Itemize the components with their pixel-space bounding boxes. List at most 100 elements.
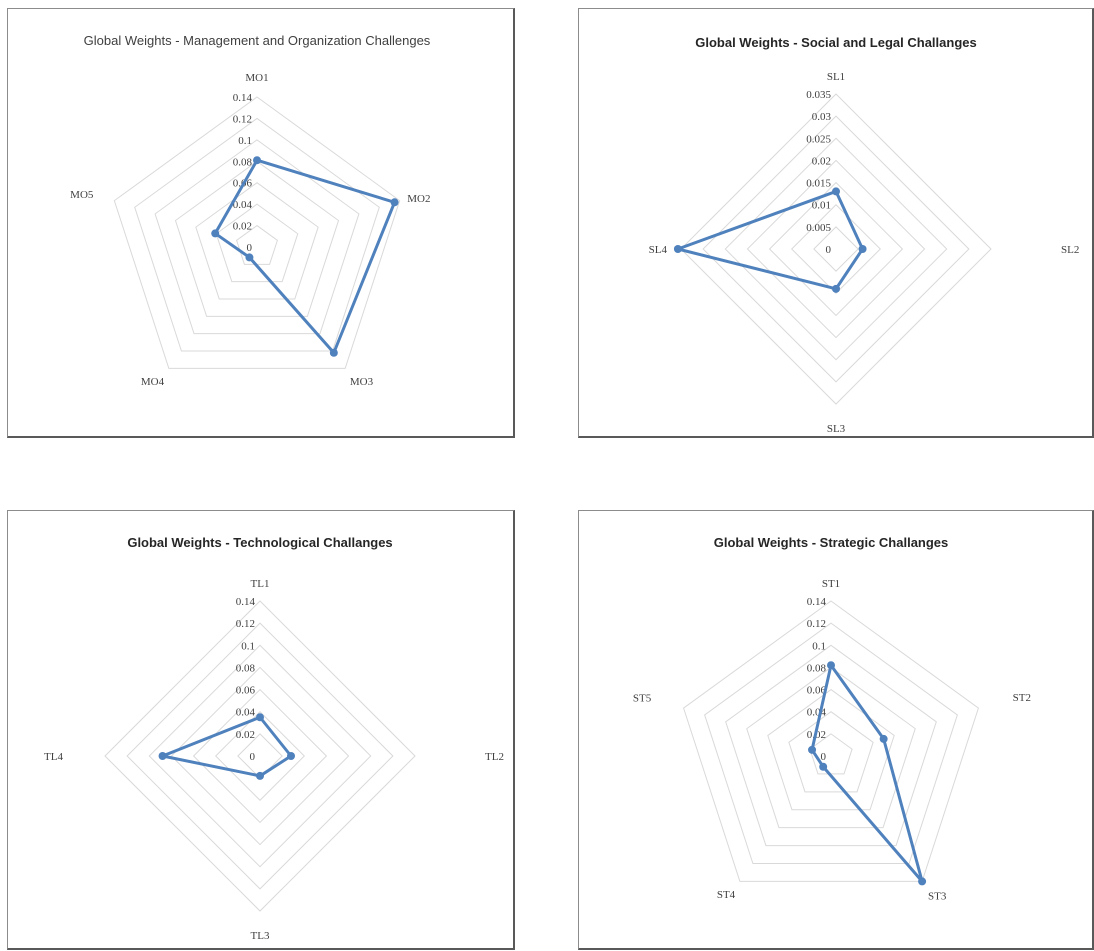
grid-ring <box>215 711 305 801</box>
category-label: SL4 <box>649 244 668 256</box>
radar-grid <box>104 600 416 912</box>
data-point <box>158 752 167 760</box>
grid-ring <box>682 600 980 882</box>
data-point <box>390 198 399 207</box>
grid-ring <box>170 666 350 846</box>
grid-ring <box>746 159 926 339</box>
grid-ring <box>126 622 394 890</box>
grid-ring <box>680 93 992 405</box>
tick-label: 0.02 <box>236 729 255 741</box>
data-point <box>827 661 835 670</box>
chart-panel-social-legal: Global Weights - Social and Legal Challa… <box>578 8 1094 438</box>
chart-title: Global Weights - Technological Challange… <box>127 535 392 550</box>
data-point <box>673 245 682 253</box>
category-label: ST1 <box>822 578 840 590</box>
tick-label: 0 <box>247 242 253 254</box>
grid-ring <box>104 600 416 912</box>
grid-ring <box>195 182 319 300</box>
data-point <box>879 734 888 743</box>
data-point <box>808 745 817 754</box>
tick-label: 0.08 <box>236 662 256 674</box>
radar-chart-technological: Global Weights - Technological Challange… <box>44 535 504 942</box>
tick-label: 0.1 <box>812 640 826 652</box>
grid-ring <box>148 644 372 868</box>
radar-chart-social-legal: Global Weights - Social and Legal Challa… <box>649 35 1080 435</box>
series-line <box>213 158 397 355</box>
grid-ring <box>725 644 937 847</box>
grid-ring <box>768 181 904 317</box>
grid-ring <box>174 160 340 317</box>
series-line <box>810 663 924 883</box>
data-point <box>819 762 828 771</box>
data-point <box>256 771 264 780</box>
tick-label: 0.14 <box>807 596 827 608</box>
chart-panel-strategic: Global Weights - Strategic Challanges 0 0.… <box>578 510 1094 950</box>
category-label: ST3 <box>928 890 947 902</box>
category-label: SL3 <box>827 423 846 435</box>
radar-grid <box>682 600 980 882</box>
grid-ring <box>215 203 299 283</box>
tick-label: 0.04 <box>236 707 256 719</box>
tick-label: 0.14 <box>236 596 256 608</box>
grid-ring <box>702 115 970 383</box>
grid-ring <box>154 139 360 335</box>
data-point <box>256 713 264 722</box>
tick-label: 0.025 <box>806 133 831 145</box>
tick-label: 0.035 <box>806 89 831 101</box>
category-label: MO5 <box>70 189 94 201</box>
data-point <box>858 245 867 253</box>
tick-label: 0 <box>826 244 832 256</box>
data-point <box>253 156 261 165</box>
radar-grid <box>680 93 992 405</box>
category-label: MO4 <box>141 376 165 388</box>
tick-label: 0.06 <box>236 685 256 697</box>
tick-label: 0.08 <box>807 662 827 674</box>
category-label: TL3 <box>251 930 270 942</box>
grid-ring <box>192 688 328 824</box>
grid-ring <box>113 96 401 369</box>
chart-title: Global Weights - Strategic Challanges <box>714 535 949 550</box>
category-label: TL1 <box>251 578 270 590</box>
radar-chart-management: Global Weights - Management and Organiza… <box>70 33 431 388</box>
data-point <box>287 752 295 760</box>
data-point <box>329 348 338 357</box>
radar-chart-strategic: Global Weights - Strategic Challanges 0 0.… <box>633 535 1031 902</box>
data-point <box>918 877 927 886</box>
tick-label: 0.12 <box>233 113 252 125</box>
category-label: SL2 <box>1061 244 1079 256</box>
tick-label: 0.005 <box>806 222 831 234</box>
tick-label: 0.02 <box>233 221 252 233</box>
radar-grid <box>113 96 401 369</box>
tick-label: 0.14 <box>233 92 253 104</box>
tick-label: 0.12 <box>236 618 255 630</box>
category-label: SL1 <box>827 71 845 83</box>
category-label: MO2 <box>407 193 430 205</box>
category-label: MO1 <box>245 72 268 84</box>
grid-ring <box>791 204 881 294</box>
tick-label: 0.04 <box>233 199 253 211</box>
chart-title: Global Weights - Management and Organiza… <box>84 33 431 48</box>
data-point <box>211 229 220 238</box>
tick-label: 0.1 <box>238 135 252 147</box>
tick-label: 0.08 <box>233 156 253 168</box>
tick-label: 0.06 <box>807 685 827 697</box>
grid-ring <box>746 666 916 829</box>
category-label: TL4 <box>44 751 63 763</box>
grid-ring <box>788 711 874 793</box>
tick-label: 0.03 <box>812 111 832 123</box>
tick-label: 0.1 <box>241 640 255 652</box>
tick-label: 0.02 <box>812 155 831 167</box>
data-point <box>832 284 840 293</box>
category-label: ST4 <box>717 889 736 901</box>
grid-ring <box>813 226 859 272</box>
grid-ring <box>724 137 948 361</box>
chart-title: Global Weights - Social and Legal Challa… <box>695 35 976 50</box>
data-point <box>832 187 840 196</box>
chart-panel-management: Global Weights - Management and Organiza… <box>7 8 515 438</box>
category-label: ST5 <box>633 693 652 705</box>
tick-label: 0 <box>821 751 827 763</box>
tick-label: 0 <box>250 751 256 763</box>
category-label: MO3 <box>350 376 374 388</box>
category-label: TL2 <box>485 751 504 763</box>
tick-label: 0.015 <box>806 178 831 190</box>
